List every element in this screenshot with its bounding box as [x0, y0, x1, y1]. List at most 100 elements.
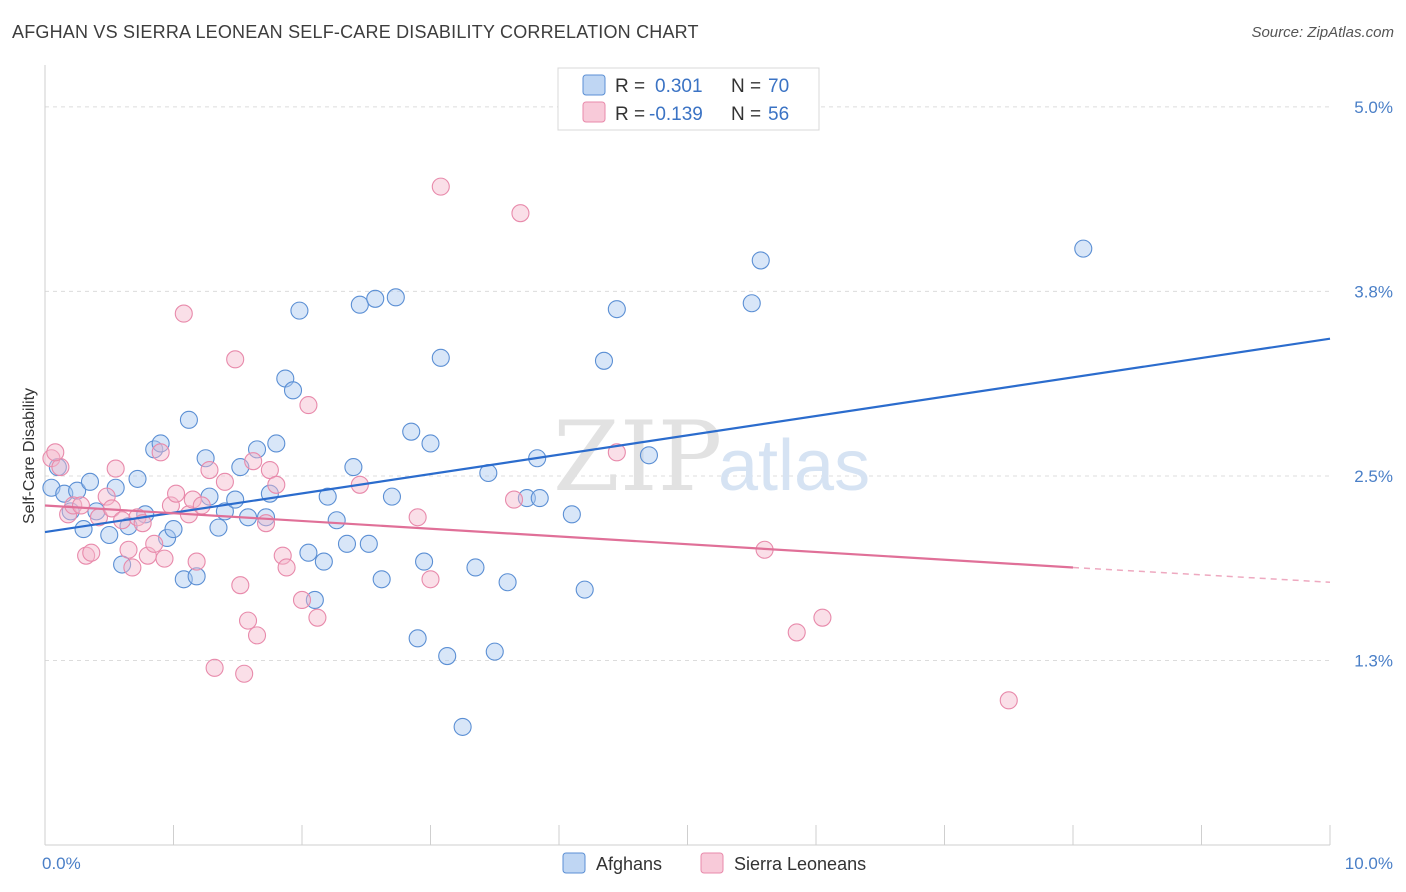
point-afghans-18	[179, 410, 198, 429]
point-sierra-leoneans-41	[292, 590, 312, 610]
bottom-legend-swatch-sierra-leoneans	[700, 852, 724, 874]
point-sierra-leoneans-40	[277, 558, 296, 577]
legend-n-value-2: 56	[768, 104, 789, 125]
point-sierra-leoneans-6	[82, 543, 101, 562]
point-afghans-34	[299, 543, 318, 562]
point-sierra-leoneans-30	[226, 350, 245, 369]
point-sierra-leoneans-29	[215, 472, 234, 491]
point-afghans-11	[128, 469, 147, 488]
point-sierra-leoneans-31	[231, 576, 250, 595]
point-afghans-42	[359, 534, 378, 553]
point-afghans-40	[344, 458, 363, 477]
trend-lines	[44, 337, 1331, 583]
point-afghans-35	[305, 590, 324, 610]
data-points	[42, 177, 1093, 736]
axes	[44, 65, 1331, 846]
x-tick-labels: 0.0% 10.0%	[42, 854, 1393, 873]
point-sierra-leoneans-28	[205, 658, 224, 677]
point-sierra-leoneans-3	[64, 496, 83, 515]
point-sierra-leoneans-47	[431, 177, 450, 196]
point-sierra-leoneans-50	[607, 443, 626, 462]
point-sierra-leoneans-45	[408, 508, 427, 527]
point-sierra-leoneans-22	[174, 304, 193, 323]
point-sierra-leoneans-12	[119, 540, 138, 559]
legend-n-label-1: N =	[731, 76, 761, 97]
point-sierra-leoneans-36	[256, 514, 276, 533]
bottom-legend-label-afghans: Afghans	[596, 854, 662, 874]
point-afghans-66	[742, 294, 761, 313]
point-sierra-leoneans-43	[308, 608, 327, 627]
point-afghans-52	[438, 646, 457, 666]
point-afghans-57	[498, 573, 517, 592]
point-afghans-30	[267, 434, 286, 453]
y-tick-label-2: 3.8%	[1354, 282, 1393, 301]
watermark-atlas: atlas	[718, 426, 870, 506]
point-afghans-61	[562, 505, 581, 524]
point-sierra-leoneans-13	[123, 558, 142, 577]
point-afghans-53	[453, 717, 472, 736]
legend-r-label-1: R =	[615, 76, 645, 97]
y-tick-label-0: 1.3%	[1354, 651, 1393, 670]
point-sierra-leoneans-5	[77, 546, 96, 565]
point-afghans-41	[350, 295, 369, 314]
point-afghans-19	[187, 567, 206, 586]
point-sierra-leoneans-35	[247, 626, 267, 645]
point-afghans-32	[283, 381, 303, 400]
point-afghans-20	[196, 449, 215, 468]
point-sierra-leoneans-32	[235, 664, 254, 683]
point-sierra-leoneans-17	[145, 534, 164, 553]
point-afghans-63	[594, 351, 614, 370]
point-sierra-leoneans-8	[97, 487, 116, 506]
point-afghans-51	[431, 348, 450, 367]
y-tick-label-3: 5.0%	[1354, 98, 1393, 117]
point-afghans-3	[68, 481, 87, 500]
x-tick-label-0: 0.0%	[42, 854, 81, 873]
point-afghans-50	[421, 434, 440, 453]
legend-r-label-2: R =	[615, 104, 645, 125]
point-afghans-4	[74, 520, 93, 539]
point-sierra-leoneans-52	[787, 623, 806, 642]
point-afghans-65	[639, 446, 659, 465]
point-sierra-leoneans-18	[151, 443, 170, 462]
point-afghans-39	[337, 534, 357, 553]
point-afghans-27	[247, 440, 267, 459]
point-afghans-37	[318, 487, 337, 506]
y-tick-labels: 1.3% 2.5% 3.8% 5.0%	[1354, 98, 1393, 671]
watermark: ZIP atlas	[553, 401, 870, 513]
point-sierra-leoneans-4	[71, 496, 91, 515]
point-afghans-24	[226, 490, 245, 509]
y-tick-label-1: 2.5%	[1354, 467, 1393, 486]
point-sierra-leoneans-55	[46, 443, 65, 462]
point-afghans-59	[530, 489, 549, 508]
point-sierra-leoneans-25	[187, 552, 206, 571]
point-sierra-leoneans-27	[200, 460, 219, 480]
point-afghans-5	[80, 472, 100, 491]
point-sierra-leoneans-53	[813, 608, 832, 627]
point-afghans-33	[290, 301, 309, 320]
bottom-legend: Afghans Sierra Leoneans	[562, 852, 866, 874]
watermark-zip: ZIP	[553, 401, 722, 513]
point-sierra-leoneans-48	[504, 490, 524, 509]
point-sierra-leoneans-19	[155, 549, 174, 568]
trend-line-afghans	[44, 337, 1331, 534]
point-afghans-48	[408, 629, 427, 648]
chart-source: Source: ZipAtlas.com	[1251, 24, 1394, 41]
point-sierra-leoneans-10	[106, 459, 125, 478]
x-tick-label-1: 10.0%	[1345, 854, 1393, 873]
point-sierra-leoneans-39	[273, 546, 292, 565]
legend-swatch-sierra-leoneans	[582, 101, 606, 123]
point-afghans-49	[415, 552, 434, 571]
point-afghans-62	[575, 580, 594, 599]
legend-box: R = 0.301 N = 70 R = -0.139 N = 56	[557, 67, 820, 131]
point-afghans-54	[466, 558, 485, 577]
bottom-legend-label-sierra-leoneans: Sierra Leoneans	[734, 854, 866, 874]
point-afghans-64	[607, 300, 626, 319]
point-afghans-44	[372, 570, 391, 589]
legend-n-value-1: 70	[768, 76, 789, 97]
point-sierra-leoneans-21	[167, 484, 186, 503]
y-axis-label: Self-Care Disability	[21, 388, 38, 524]
point-sierra-leoneans-42	[299, 396, 318, 415]
trend-line-extension-sierra-leoneans	[1072, 566, 1331, 583]
point-afghans-67	[751, 251, 770, 270]
